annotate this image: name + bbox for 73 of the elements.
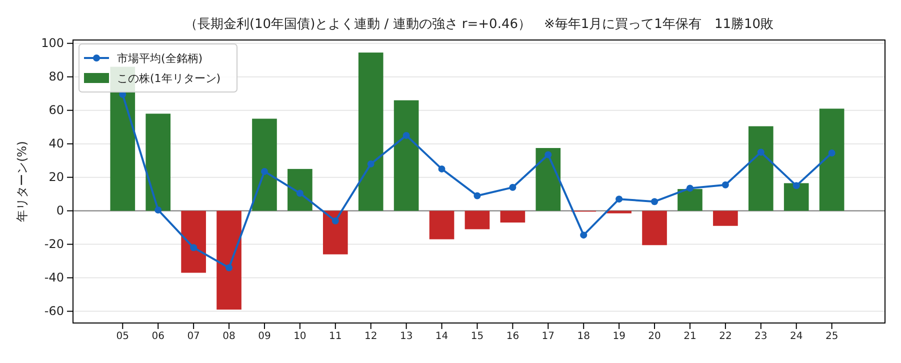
- x-tick-label: 12: [364, 331, 378, 342]
- x-tick-label: 11: [329, 331, 342, 342]
- legend-label: この株(1年リターン): [117, 72, 221, 85]
- point: [828, 150, 836, 157]
- bar: [464, 210, 490, 230]
- x-tick-label: 22: [719, 331, 732, 342]
- x-tick-label: 20: [648, 331, 661, 342]
- point: [544, 151, 552, 158]
- y-axis-title: 年リターン(%): [15, 141, 29, 222]
- bar: [288, 168, 312, 211]
- bar: [642, 210, 667, 246]
- x-tick-label: 21: [684, 331, 696, 342]
- y-tick-label: 60: [48, 103, 64, 118]
- point: [332, 217, 339, 224]
- x-tick-label: 06: [152, 331, 164, 342]
- point: [474, 192, 481, 200]
- x-tick-label: 24: [790, 331, 803, 342]
- y-tick-label: -40: [44, 270, 64, 285]
- y-tick-label: 40: [48, 136, 64, 151]
- bar: [500, 210, 526, 223]
- x-tick-label: 16: [506, 331, 520, 342]
- bar: [606, 210, 632, 214]
- x-tick-label: 10: [294, 331, 306, 342]
- bar: [536, 148, 561, 211]
- x-tick-label: 13: [400, 331, 413, 342]
- x-tick-label: 05: [116, 331, 130, 342]
- bar: [146, 114, 171, 211]
- bar: [784, 183, 809, 211]
- bar: [322, 210, 348, 254]
- point: [757, 148, 764, 156]
- point: [792, 182, 800, 190]
- point: [367, 160, 374, 168]
- bar: [713, 210, 738, 226]
- point: [402, 132, 410, 139]
- x-tick-label: 17: [542, 331, 555, 342]
- x-tick-label: 19: [612, 331, 626, 342]
- x-tick-label: 18: [577, 331, 590, 342]
- y-tick-label: 0: [56, 204, 64, 218]
- y-tick-label: -60: [44, 304, 64, 318]
- y-tick-label: 80: [48, 70, 64, 84]
- point: [722, 181, 729, 188]
- point: [438, 165, 446, 172]
- bar: [216, 210, 242, 310]
- x-tick-label: 07: [187, 331, 200, 342]
- bar: [394, 100, 419, 211]
- x-tick-label: 15: [470, 331, 484, 342]
- bar: [181, 210, 206, 273]
- point: [260, 168, 268, 175]
- y-tick-label: 20: [48, 170, 64, 184]
- point: [154, 206, 162, 214]
- point: [580, 232, 588, 239]
- point: [616, 196, 623, 203]
- x-tick-label: 14: [435, 331, 448, 342]
- x-tick-label: 09: [258, 331, 271, 342]
- bar: [748, 126, 774, 211]
- bar: [678, 189, 702, 211]
- x-tick-label: 23: [754, 331, 768, 342]
- bar: [252, 118, 277, 211]
- point: [509, 184, 516, 191]
- point: [226, 264, 233, 272]
- point: [686, 184, 694, 192]
- point: [651, 198, 658, 206]
- point: [296, 190, 304, 197]
- y-tick-label: 100: [41, 36, 64, 50]
- bar: [819, 108, 844, 211]
- bar: [358, 52, 384, 211]
- chart-title: （長期金利(10年国債)とよく連動 / 連動の強さ r=+0.46） ※毎年1月に買って1年保有 11勝10敗: [184, 17, 774, 32]
- legend-label: 市場平均(全銘柄): [117, 52, 203, 65]
- point: [190, 244, 198, 252]
- y-tick-label: -20: [44, 237, 64, 252]
- x-tick-label: 08: [222, 331, 236, 342]
- x-tick-label: 25: [825, 331, 838, 342]
- bar: [429, 210, 454, 240]
